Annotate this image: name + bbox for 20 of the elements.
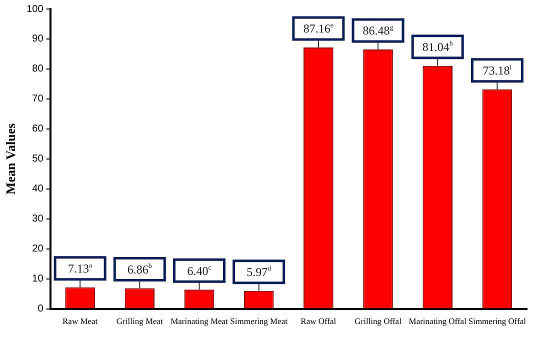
x-tick-label: Raw Meat: [62, 316, 98, 326]
y-tick-label: 40: [32, 184, 44, 195]
y-tick-label: 80: [32, 64, 44, 75]
x-tick-label: Marinating Meat: [170, 316, 229, 326]
y-tick-label: 90: [32, 34, 44, 45]
y-tick-label: 70: [32, 94, 44, 105]
y-tick-label: 0: [38, 304, 44, 315]
y-tick-label: 100: [26, 4, 44, 15]
y-tick-label: 20: [32, 244, 44, 255]
y-axis-title: Mean Values: [3, 123, 18, 194]
x-tick-label: Simmering Meat: [230, 316, 288, 326]
y-tick-label: 30: [32, 214, 44, 225]
x-tick-label: Grilling Meat: [116, 316, 164, 326]
x-tick-label: Simmering Offal: [468, 316, 527, 326]
x-tick-label: Raw Offal: [300, 316, 337, 326]
y-tick-label: 60: [32, 124, 44, 135]
x-tick-label: Marinating Offal: [408, 316, 468, 326]
y-tick-label: 50: [32, 154, 44, 165]
y-tick-label: 10: [32, 274, 44, 285]
x-tick-label: Grilling Offal: [354, 316, 402, 326]
